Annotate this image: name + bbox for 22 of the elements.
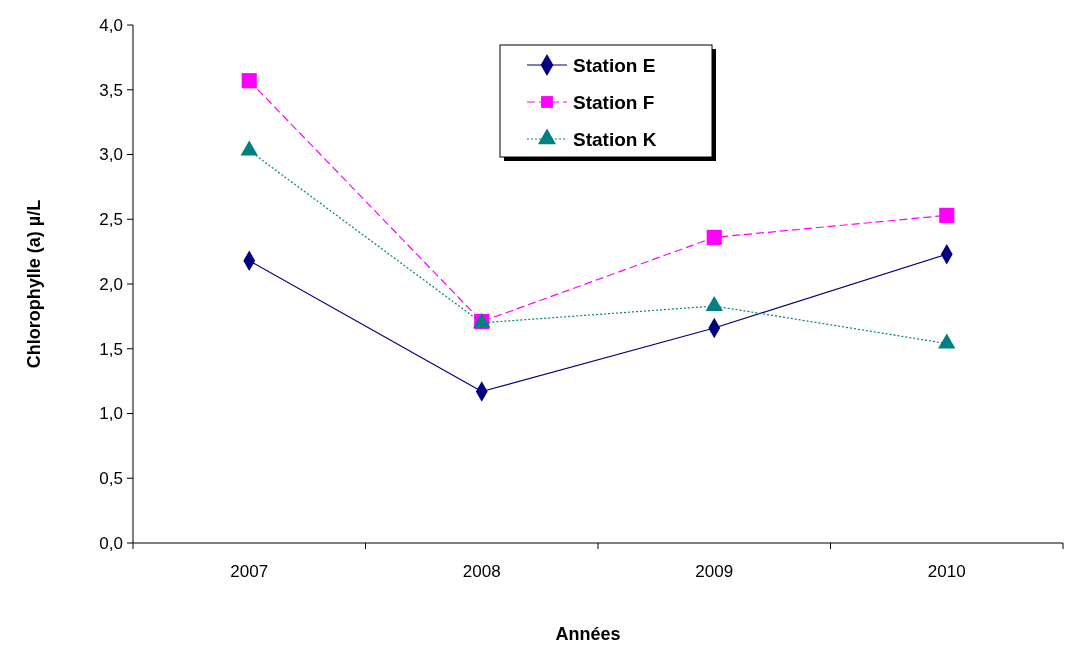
- y-tick-label: 2,5: [99, 210, 123, 230]
- legend-label: Station K: [573, 128, 657, 150]
- point: [939, 207, 955, 223]
- y-tick-label: 0,0: [99, 533, 123, 553]
- x-tick-label: 2008: [462, 562, 501, 581]
- y-tick-label: 1,5: [99, 339, 123, 359]
- x-axis-title: Années: [555, 624, 621, 644]
- legend-label: Station F: [573, 91, 655, 113]
- y-tick-label: 3,0: [99, 145, 123, 165]
- legend-label: Station E: [573, 54, 656, 76]
- x-tick-label: 2009: [695, 562, 734, 581]
- x-tick-label: 2010: [927, 562, 966, 581]
- y-tick-label: 1,0: [99, 404, 123, 424]
- point: [705, 296, 723, 312]
- y-tick-label: 0,5: [99, 469, 123, 489]
- y-axis-title: Chlorophylle (a) µ/L: [24, 199, 44, 369]
- y-tick-label: 2,0: [99, 274, 123, 294]
- x-tick-label: 2007: [230, 562, 269, 581]
- y-tick-label: 4,0: [99, 15, 123, 35]
- y-tick-label: 3,5: [99, 80, 123, 100]
- point: [241, 73, 257, 89]
- point: [706, 229, 722, 245]
